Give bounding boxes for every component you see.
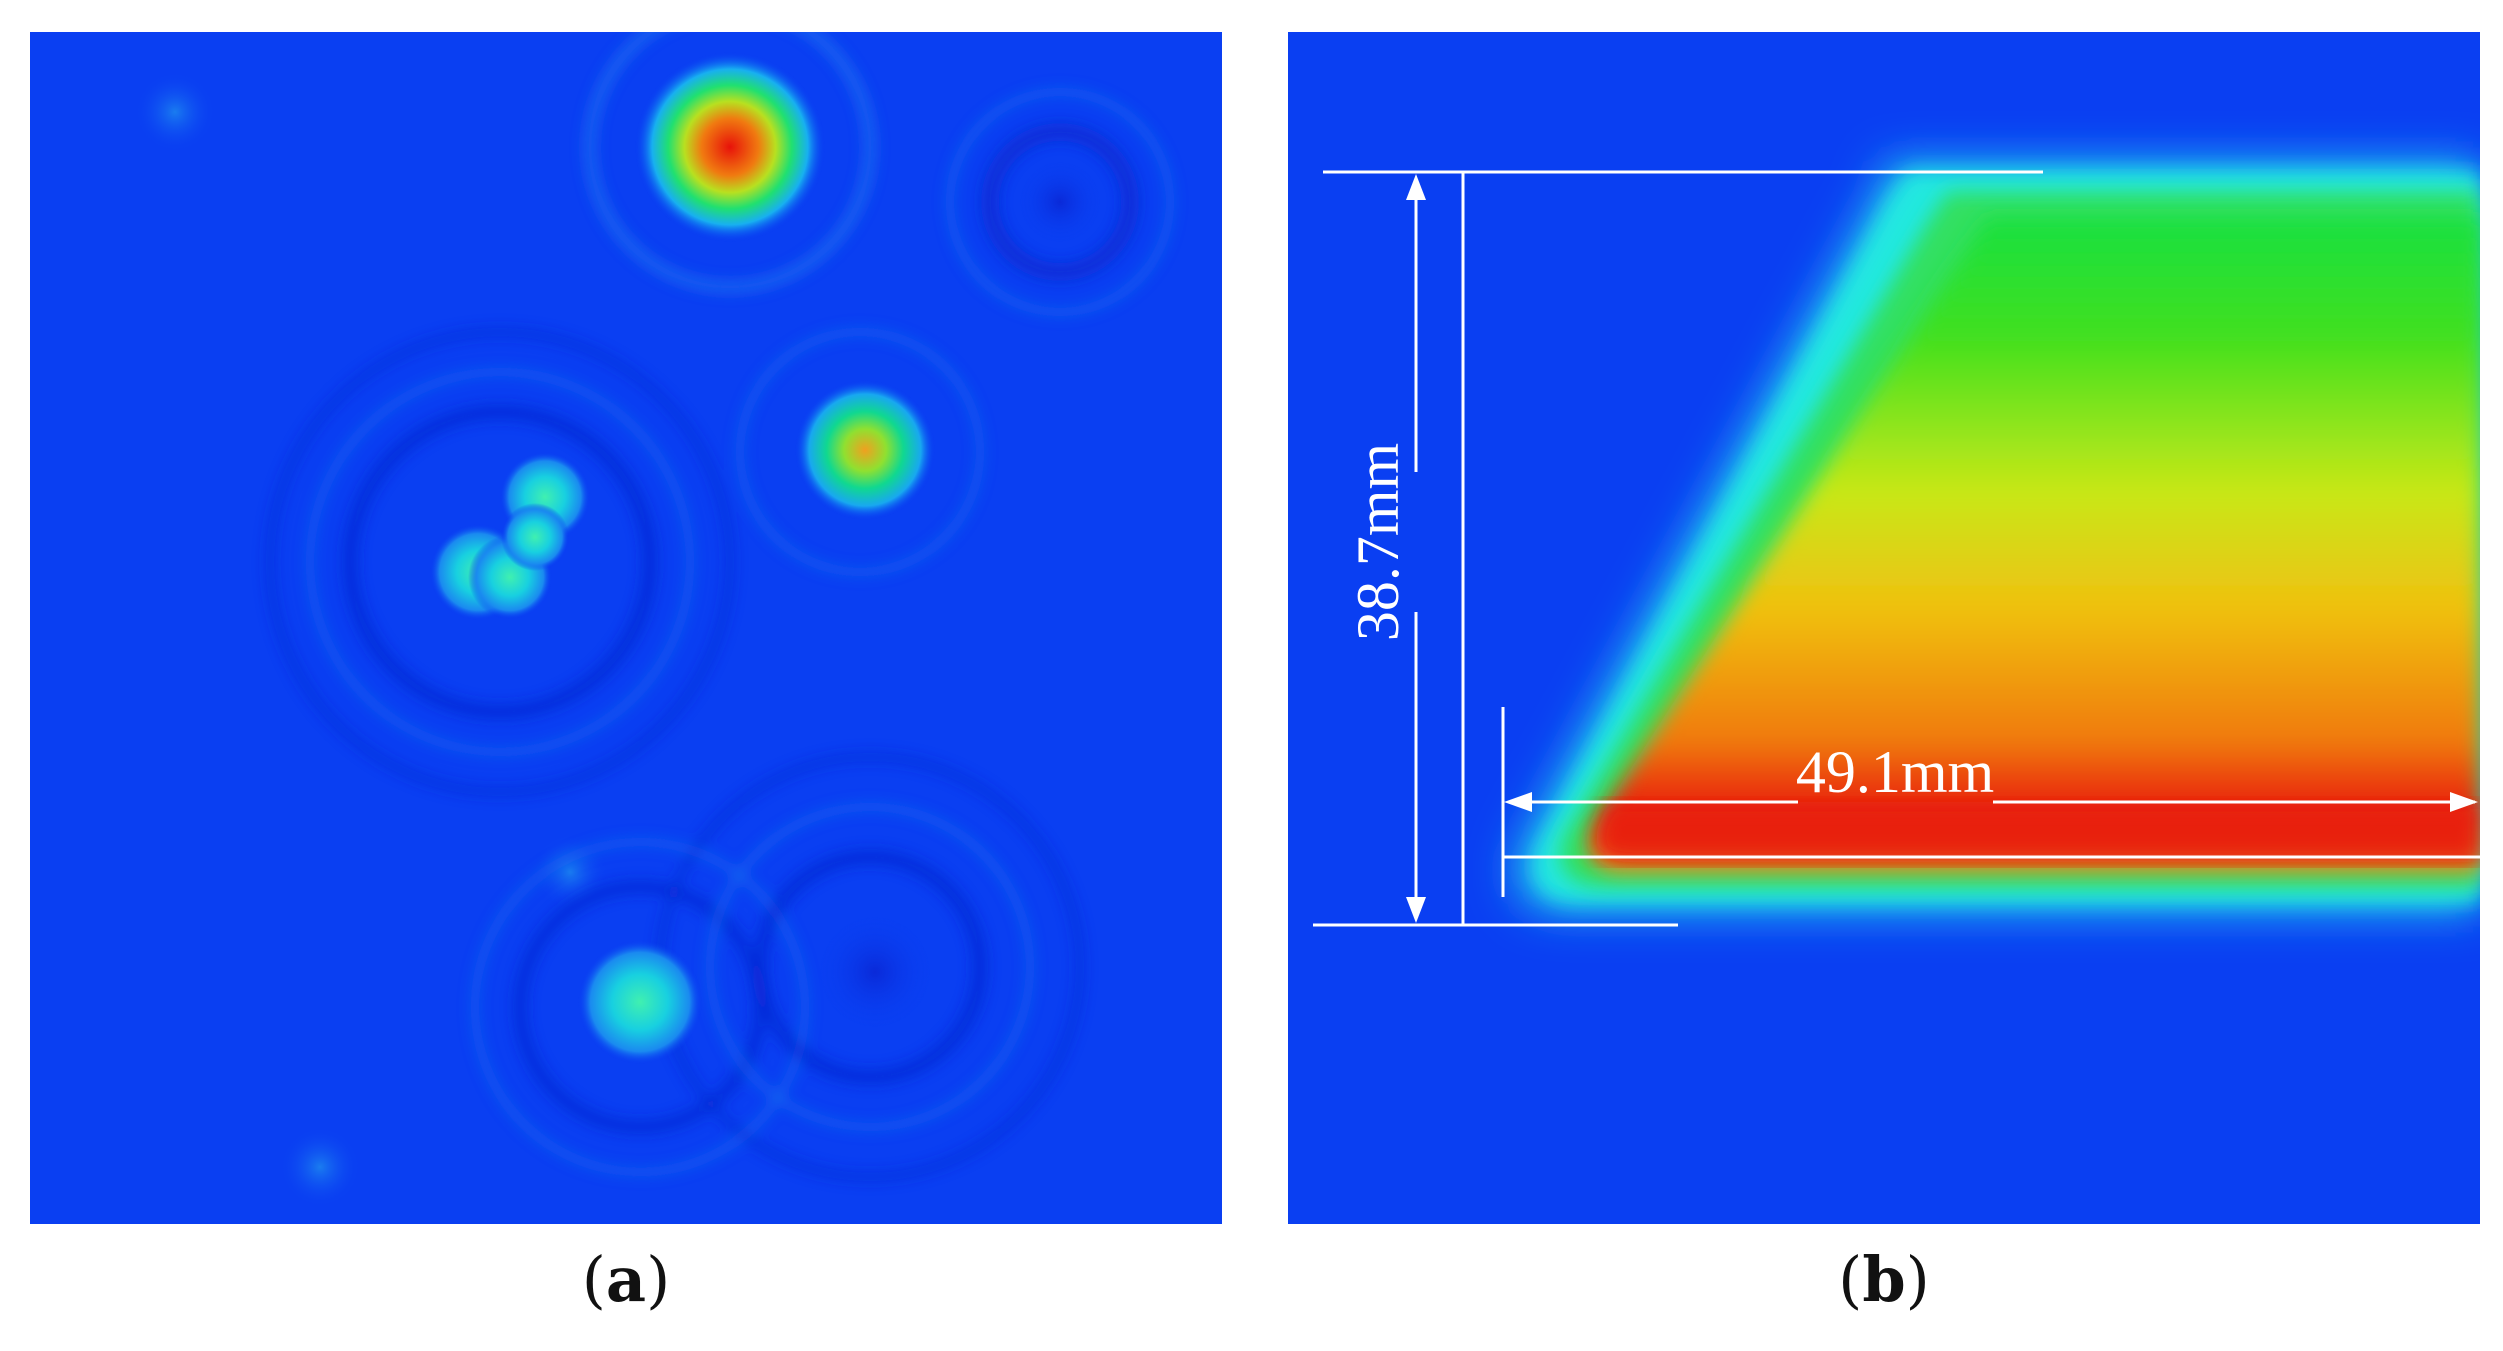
cyan-bubble (578, 940, 702, 1064)
width-arrow-left (1504, 792, 1532, 812)
height-arrow-bottom (1406, 897, 1426, 923)
height-arrow-top (1406, 174, 1426, 200)
caption-a-open: ( (581, 1243, 606, 1316)
caption-b-close: ) (1905, 1243, 1930, 1316)
caption-a: (a) (30, 1240, 1222, 1320)
cyan-bubble (501, 503, 569, 571)
dark-spot (1020, 162, 1100, 242)
caption-a-close: ) (646, 1243, 671, 1316)
dark-spot (820, 917, 930, 1027)
width-arrow-right (2450, 792, 2478, 812)
faint-spot (135, 72, 215, 152)
height-measure-label: 38.7mm (1345, 443, 1411, 641)
faint-spot (280, 1127, 360, 1207)
hot-bubble (635, 52, 825, 242)
panel-b-heatmap: 38.7mm 49.1mm (1288, 32, 2480, 1224)
width-measure-label: 49.1mm (1796, 739, 1994, 805)
caption-b: (b) (1288, 1240, 2480, 1320)
heat-region-hot-strip (1595, 802, 2480, 862)
warm-bubble (795, 380, 935, 520)
ring-pattern (265, 32, 1175, 1182)
caption-b-letter: b (1862, 1243, 1906, 1316)
caption-a-letter: a (605, 1243, 647, 1316)
heat-region-core (1588, 217, 2480, 872)
dimension-annotations (1313, 170, 2480, 927)
caption-b-open: ( (1838, 1243, 1863, 1316)
panel-a-heatmap (30, 32, 1222, 1224)
